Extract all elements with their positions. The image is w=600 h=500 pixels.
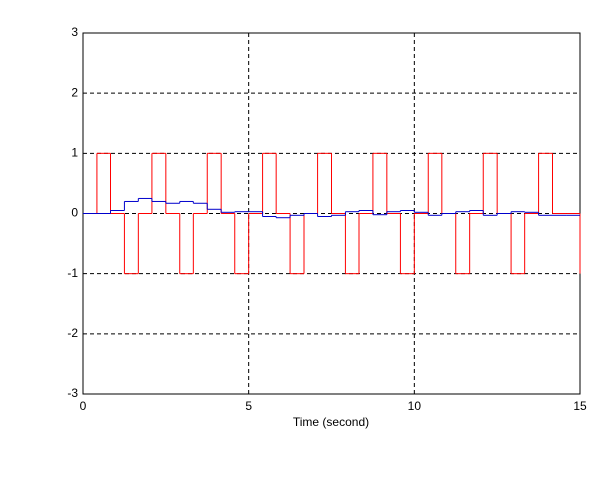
y-tick-label: 3 [71,25,78,39]
y-tick-label: -1 [67,266,78,280]
y-tick-label: 0 [71,206,78,220]
x-tick-label: 15 [573,399,587,413]
y-tick-label: -3 [67,386,78,400]
x-tick-label: 5 [245,399,252,413]
y-tick-label: 2 [71,85,78,99]
x-tick-label: 10 [408,399,422,413]
y-tick-label: 1 [71,146,78,160]
x-tick-label: 0 [80,399,87,413]
y-tick-label: -2 [67,326,78,340]
x-axis-label: Time (second) [293,415,369,429]
